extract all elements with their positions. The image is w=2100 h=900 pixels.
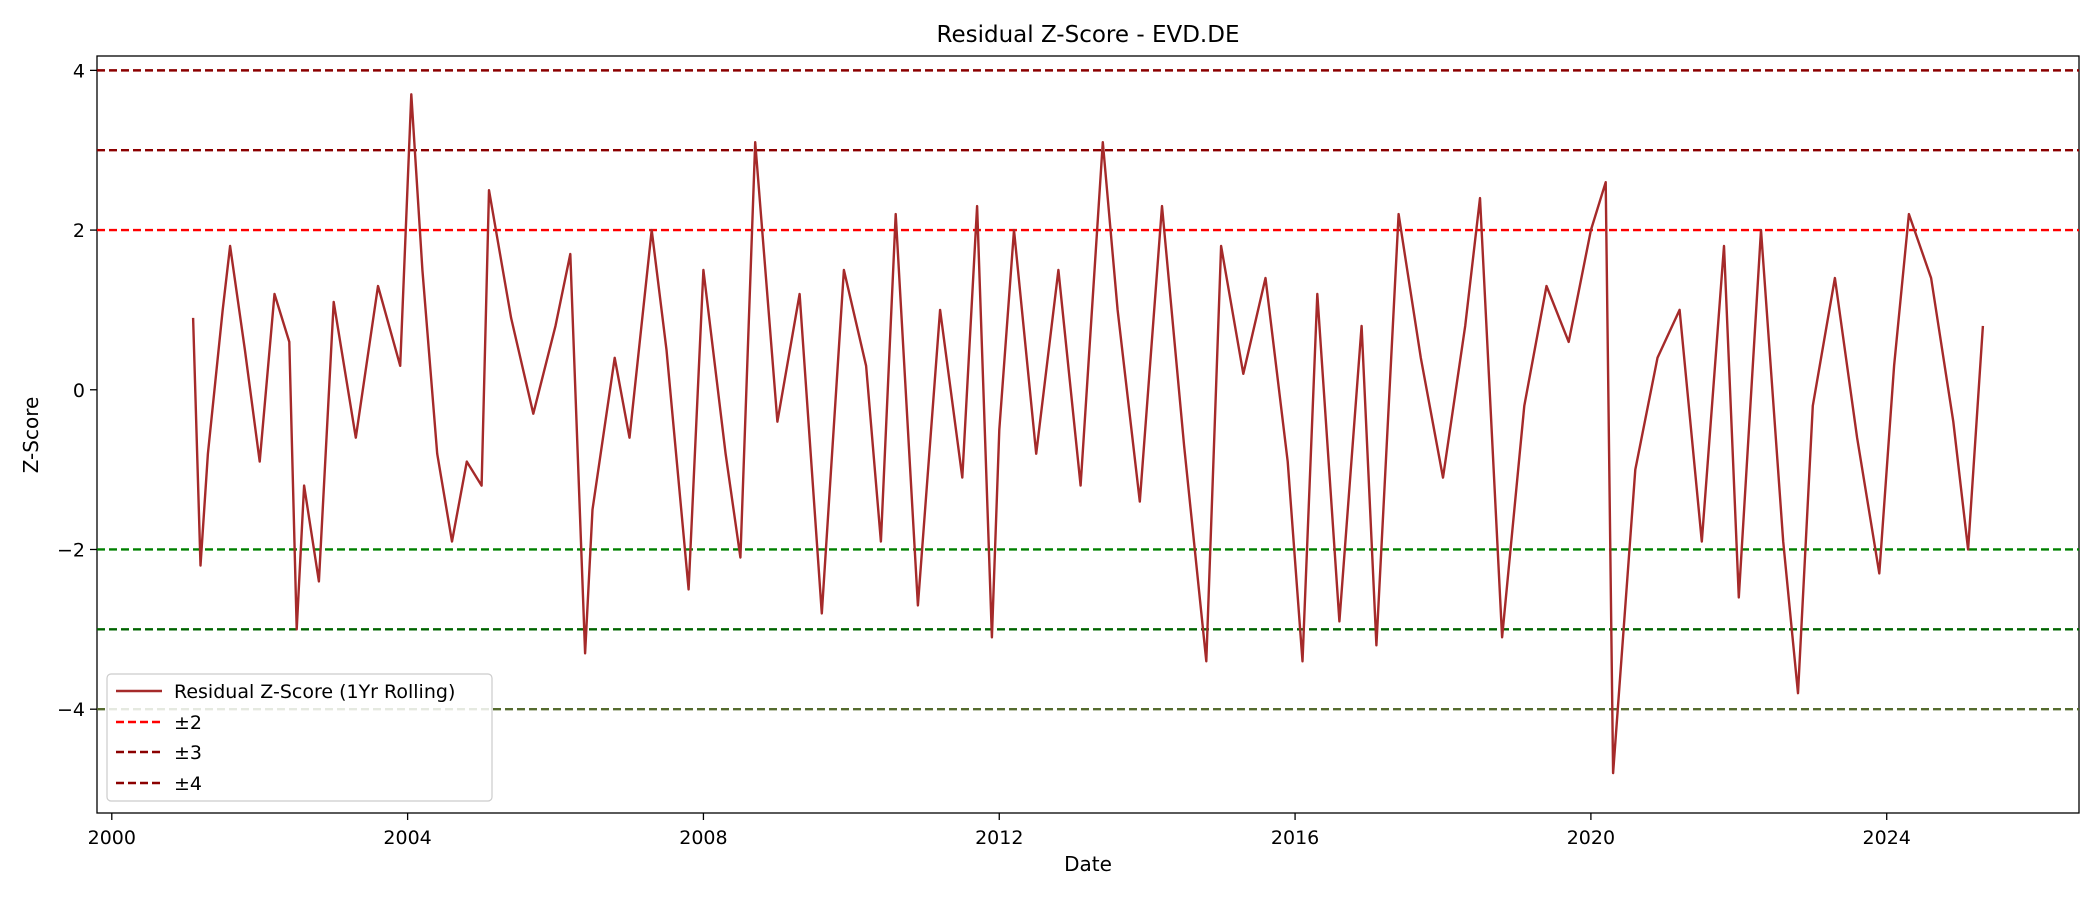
y-tick-label: 0 <box>73 380 85 402</box>
y-axis: 4 2 0 −2 −4 <box>57 60 97 721</box>
legend-label-zscore: Residual Z-Score (1Yr Rolling) <box>174 681 455 703</box>
series-layer <box>191 93 1985 775</box>
threshold-lines <box>97 69 2079 711</box>
x-tick-label: 2008 <box>679 827 727 849</box>
y-tick-label: 4 <box>73 60 85 82</box>
series-line-zscore <box>191 93 1985 775</box>
x-tick-label: 2024 <box>1863 827 1911 849</box>
y-axis-title: Z-Score <box>19 397 43 474</box>
y-tick-label: 2 <box>73 220 85 242</box>
legend-label-3: ±3 <box>174 742 202 764</box>
y-tick-label: −4 <box>57 699 85 721</box>
x-axis: 2000 2004 2008 2012 2016 2020 2024 <box>88 813 1911 849</box>
x-tick-label: 2020 <box>1567 827 1615 849</box>
plot-frame <box>96 55 2080 814</box>
chart-title: Residual Z-Score - EVD.DE <box>937 22 1240 48</box>
legend-label-2: ±2 <box>174 712 202 734</box>
legend-label-4: ±4 <box>174 773 202 795</box>
legend: Residual Z-Score (1Yr Rolling) ±2 ±3 ±4 <box>106 673 493 802</box>
y-tick-label: −2 <box>57 539 85 561</box>
x-tick-label: 2012 <box>975 827 1023 849</box>
x-tick-label: 2000 <box>88 827 136 849</box>
legend-box <box>106 673 493 802</box>
x-tick-label: 2004 <box>383 827 431 849</box>
x-axis-title: Date <box>1064 852 1112 876</box>
x-tick-label: 2016 <box>1271 827 1319 849</box>
